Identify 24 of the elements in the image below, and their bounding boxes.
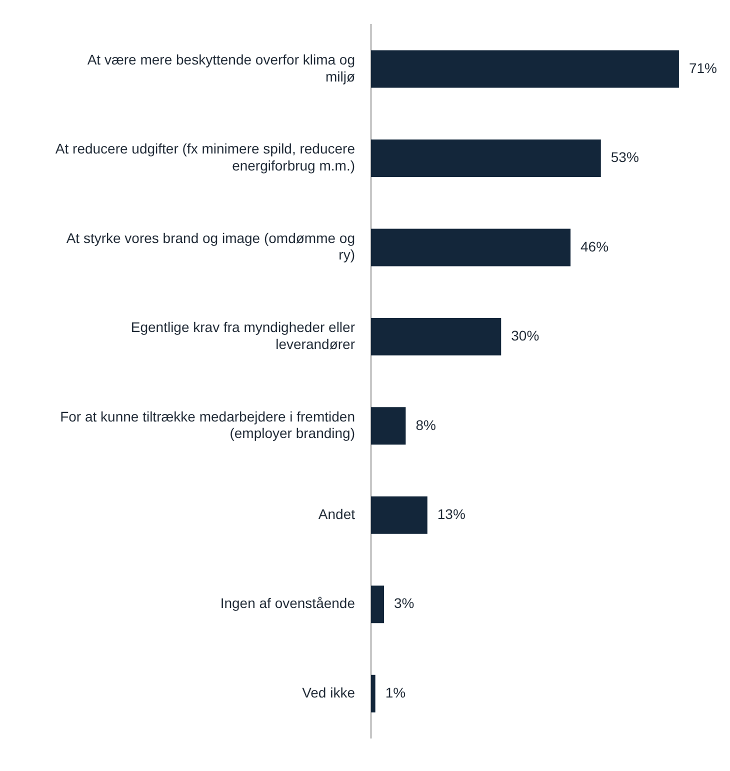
bar (371, 318, 502, 356)
bar (371, 674, 376, 712)
data-label: 71% (688, 60, 717, 76)
bar (371, 140, 601, 177)
data-label: 13% (437, 506, 466, 522)
y-tick-label: For at kunne tiltrække medarbejdere i fremtiden (employer branding) (60, 408, 355, 442)
y-tick-label: At styrke vores brand og image (omdømme og ry) (66, 230, 355, 263)
y-tick-label: At være mere beskyttende overfor klima og miljø (87, 51, 356, 84)
data-label: 1% (385, 684, 406, 700)
y-tick-label: Egentlige krav fra myndigheder eller leverandører (130, 319, 356, 352)
y-tick-label: Ved ikke (302, 684, 356, 700)
bar (371, 50, 679, 88)
y-tick-label: At reducere udgifter (fx minimere spild, reducere energiforbrug m.m.) (55, 140, 356, 174)
y-tick-label: Andet (318, 506, 356, 522)
y-tick-label: Ingen af ovenstående (220, 595, 356, 612)
data-label: 46% (580, 238, 609, 254)
bar (371, 496, 428, 534)
bar (371, 228, 571, 266)
data-label: 30% (511, 328, 540, 344)
data-label: 3% (394, 595, 414, 612)
data-label: 53% (610, 149, 639, 166)
bar (371, 407, 406, 445)
bar (371, 586, 384, 624)
data-label: 8% (416, 416, 436, 433)
